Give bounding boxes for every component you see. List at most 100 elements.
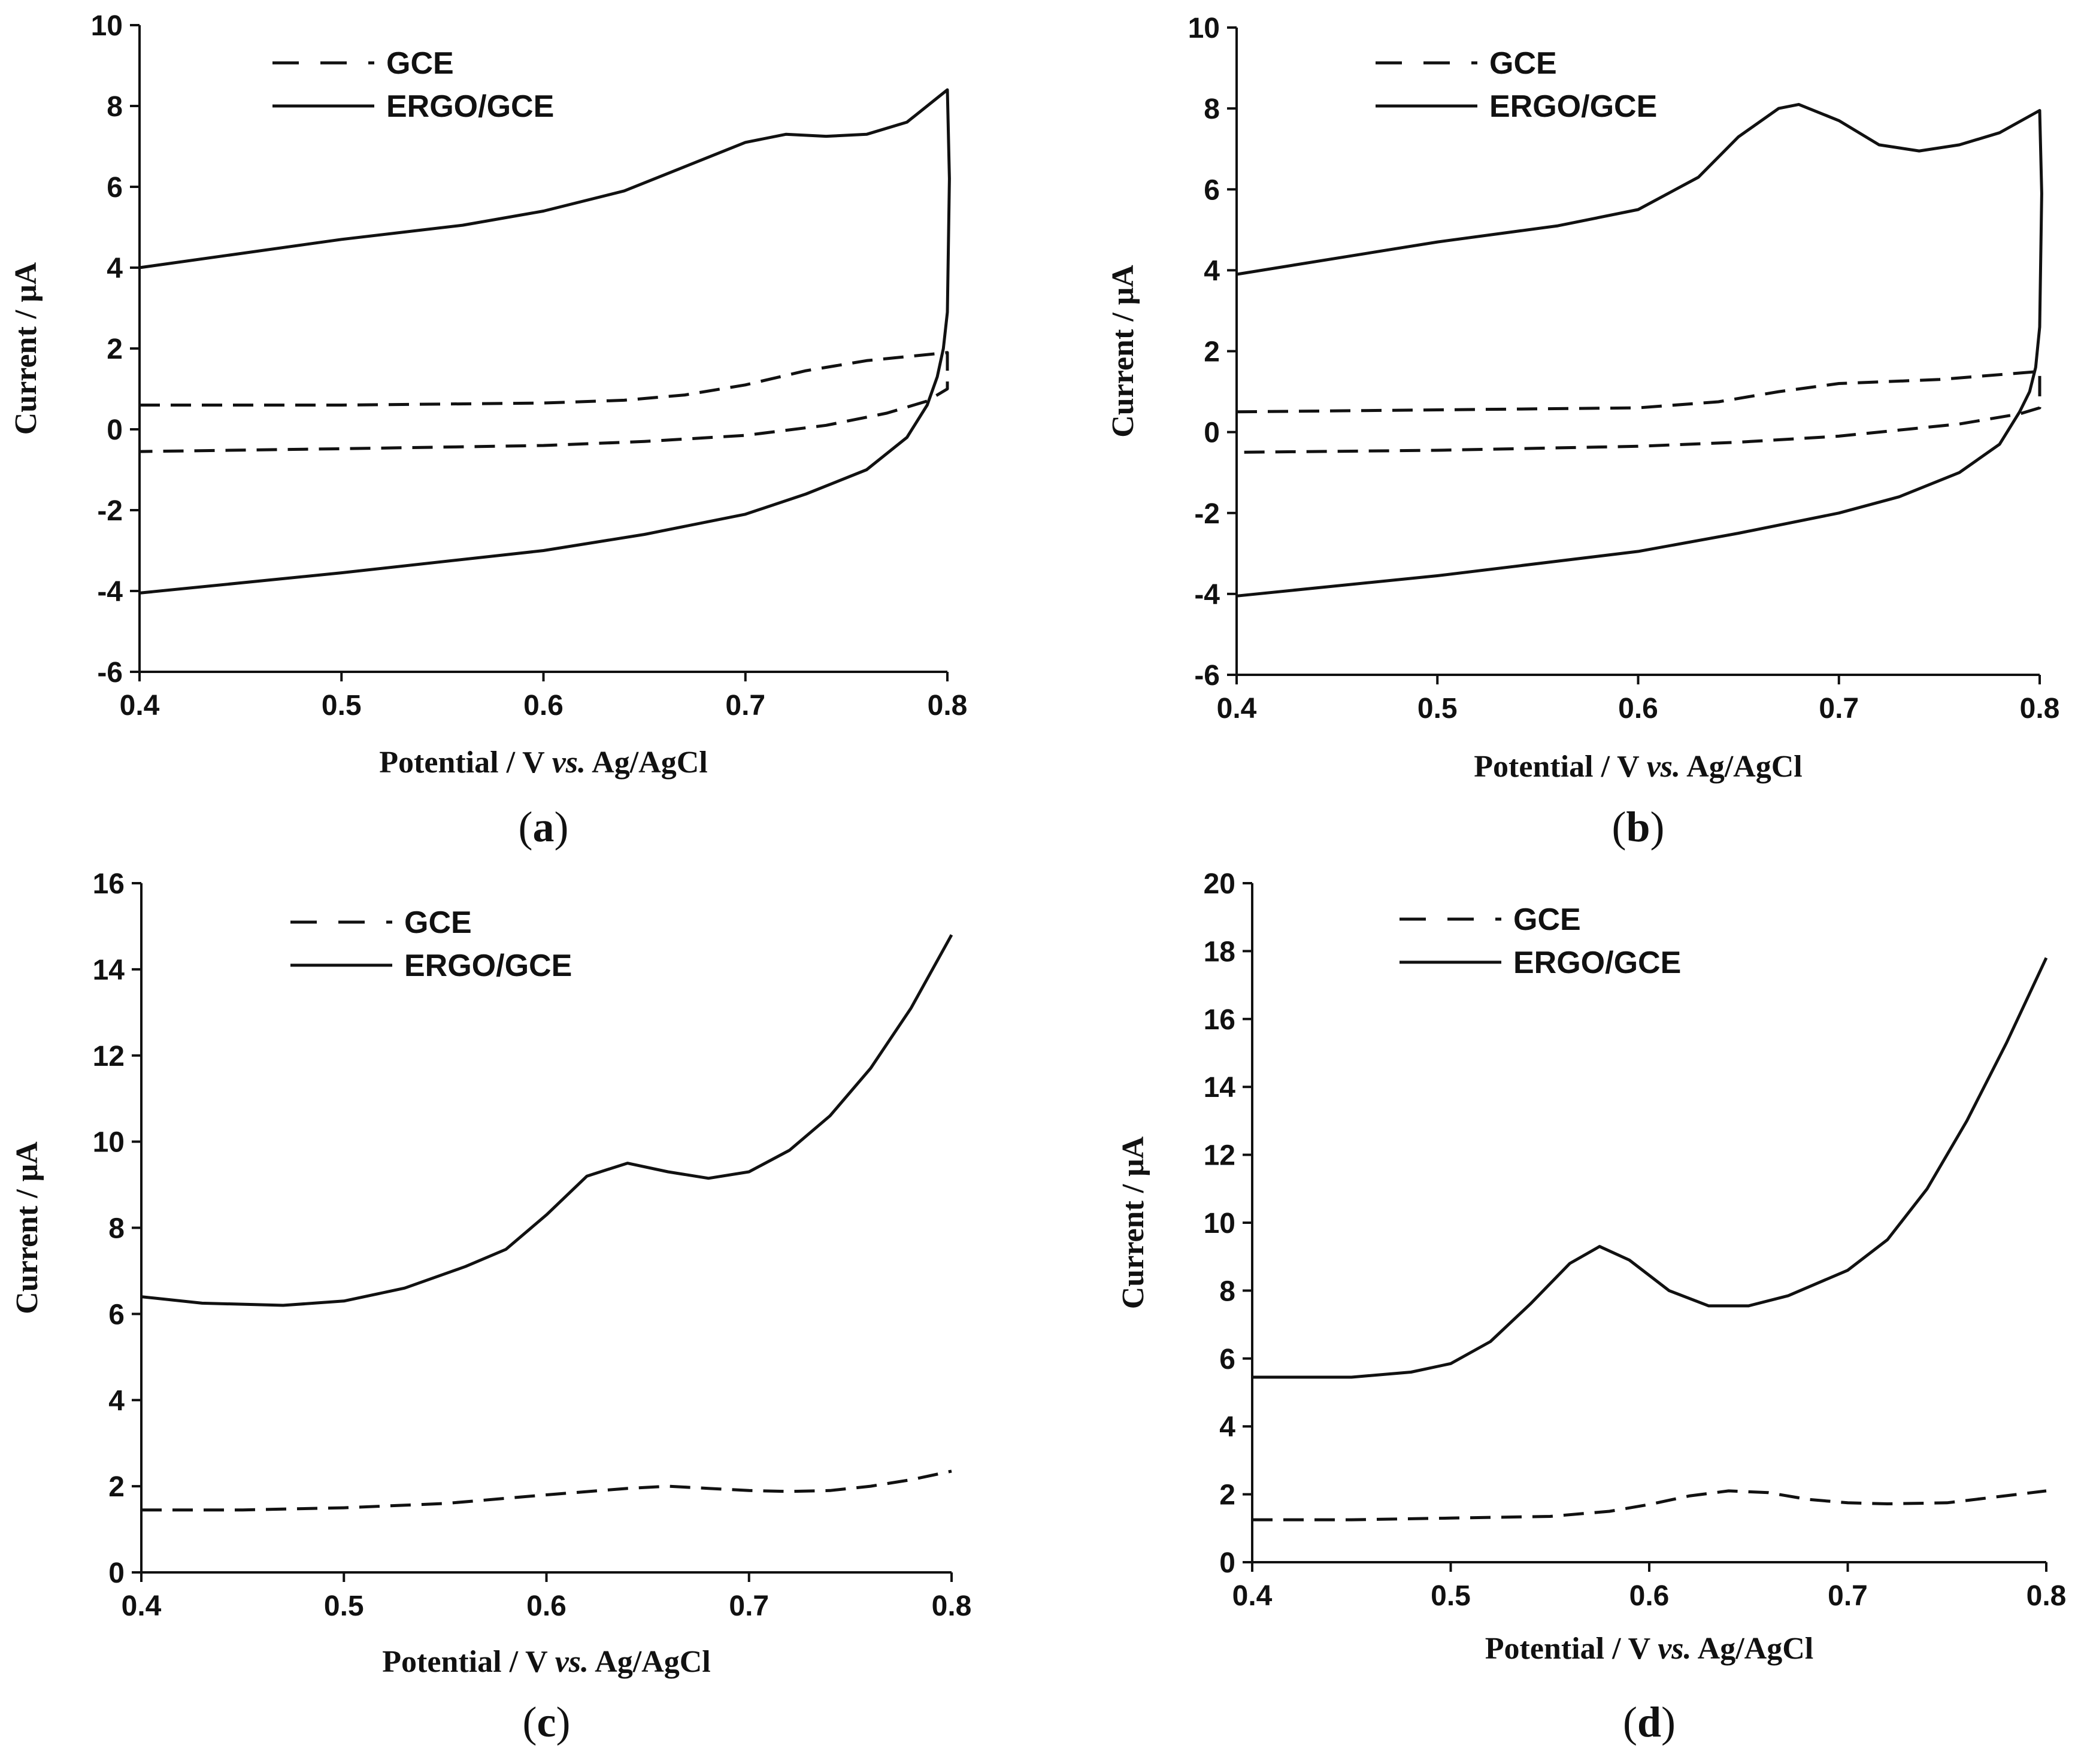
- x-tick-label: 0.8: [2027, 1580, 2067, 1612]
- x-axis-label-prefix: Potential / V: [1474, 750, 1646, 784]
- panel-label-open: (: [519, 803, 533, 851]
- series-line-gce: [139, 351, 949, 453]
- chart-b: 0.4 0.5 0.6 0.7 0.8 -6 -4 -2 0 2 4 6 8 10 GCE ERGO/GCE C…: [1106, 13, 2060, 851]
- y-tick-label: 0: [108, 1557, 125, 1589]
- x-axis-label-suffix: Ag/AgCl: [586, 745, 708, 780]
- y-tick-label: 20: [1204, 868, 1235, 900]
- y-tick-label: 4: [107, 253, 123, 284]
- y-tick-label: 10: [93, 1127, 125, 1159]
- y-tick-label: -4: [97, 576, 123, 608]
- y-tick-label: 6: [107, 172, 123, 204]
- y-tick-label: -6: [97, 657, 123, 689]
- panel-label-open: (: [1612, 803, 1626, 851]
- series-line-gce: [141, 1469, 952, 1512]
- x-tick-label: 0.8: [2020, 693, 2060, 725]
- x-tick-label: 0.8: [928, 690, 968, 722]
- legend-label: ERGO/GCE: [1513, 945, 1681, 980]
- x-tick-label: 0.5: [1417, 693, 1458, 725]
- x-axis-label-suffix: Ag/AgCl: [589, 1645, 711, 1679]
- panel-label-close: ): [1661, 1698, 1676, 1746]
- x-tick-label: 0.6: [1618, 693, 1658, 725]
- y-axis-label: Current / μA: [1106, 265, 1140, 438]
- x-axis-label-suffix: Ag/AgCl: [1680, 750, 1803, 784]
- y-tick-label: 10: [1188, 13, 1220, 44]
- y-tick-label: 10: [1204, 1208, 1235, 1239]
- x-axis-label: Potential / V vs. Ag/AgCl: [382, 1645, 710, 1679]
- y-tick-label: 8: [107, 91, 123, 123]
- x-tick-label: 0.8: [932, 1590, 972, 1622]
- legend-label: GCE: [386, 46, 454, 81]
- x-tick-label: 0.4: [120, 690, 160, 722]
- series-line-ergo-gce: [139, 88, 951, 595]
- y-tick-label: 8: [1204, 93, 1220, 125]
- series-line-ergo-gce: [1252, 957, 2048, 1379]
- panel-label-letter: c: [537, 1698, 556, 1746]
- legend-label: ERGO/GCE: [386, 89, 554, 124]
- x-axis-label-italic: vs.: [1658, 1632, 1691, 1666]
- y-tick-label: 0: [1204, 417, 1220, 449]
- x-tick-label: 0.6: [1629, 1580, 1670, 1612]
- panel-b: 0.4 0.5 0.6 0.7 0.8 -6 -4 -2 0 2 4 6 8 10 GCE ERGO/GCE C…: [1040, 0, 2081, 871]
- legend-label: ERGO/GCE: [404, 948, 572, 983]
- panel-label: (c): [523, 1698, 571, 1746]
- panel-a: 0.4 0.5 0.6 0.7 0.8 -6 -4 -2 0 2 4 6 8 10 GCE ERGO/GCE C…: [0, 0, 1040, 871]
- y-tick-label: 14: [93, 954, 125, 986]
- y-tick-label: 4: [1219, 1411, 1235, 1443]
- y-tick-label: 6: [108, 1299, 125, 1330]
- y-axis-label: Current / μA: [1116, 1136, 1150, 1309]
- x-tick-label: 0.5: [322, 690, 362, 722]
- x-tick-label: 0.7: [729, 1590, 769, 1622]
- panel-label-close: ): [1650, 803, 1665, 851]
- series-line-gce: [1236, 369, 2041, 454]
- panel-label-open: (: [523, 1698, 537, 1746]
- y-tick-label: 2: [108, 1471, 125, 1503]
- y-tick-label: 12: [93, 1041, 125, 1072]
- y-axis-label: Current / μA: [10, 1141, 44, 1314]
- legend-label: ERGO/GCE: [1489, 89, 1657, 124]
- panel-label-letter: a: [533, 803, 555, 851]
- x-axis-label: Potential / V vs. Ag/AgCl: [1474, 750, 1802, 784]
- y-axis-label: Current / μA: [9, 262, 43, 435]
- panel-label-letter: d: [1637, 1698, 1661, 1746]
- y-tick-label: 8: [108, 1213, 125, 1245]
- panel-label-close: ): [556, 1698, 570, 1746]
- panel-d: 0.4 0.5 0.6 0.7 0.8 0 2 4 6 8 10 12 14 16 18 20 GCE ERGO/…: [1040, 868, 2081, 1764]
- x-axis-label-prefix: Potential / V: [1485, 1632, 1658, 1666]
- panel-label-letter: b: [1626, 803, 1650, 851]
- panel-label-open: (: [1623, 1698, 1637, 1746]
- legend-label: GCE: [1513, 902, 1581, 937]
- legend-label: GCE: [404, 905, 472, 940]
- y-tick-label: 16: [93, 868, 125, 900]
- x-axis-label: Potential / V vs. Ag/AgCl: [379, 745, 707, 780]
- x-axis-label-italic: vs.: [555, 1645, 589, 1679]
- x-tick-label: 0.4: [1217, 693, 1257, 725]
- x-tick-label: 0.5: [1431, 1580, 1471, 1612]
- y-tick-label: 0: [107, 414, 123, 446]
- y-tick-label: 10: [91, 10, 123, 42]
- chart-a: 0.4 0.5 0.6 0.7 0.8 -6 -4 -2 0 2 4 6 8 10 GCE ERGO/GCE C…: [9, 10, 968, 851]
- y-tick-label: 6: [1219, 1344, 1235, 1375]
- panel-label: (b): [1612, 803, 1664, 851]
- panel-c: 0.4 0.5 0.6 0.7 0.8 0 2 4 6 8 10 12 14 16 GCE ERGO/GCE C…: [0, 868, 1040, 1764]
- y-tick-label: 16: [1204, 1004, 1235, 1036]
- y-tick-label: 4: [1204, 255, 1220, 287]
- x-tick-label: 0.7: [1819, 693, 1859, 725]
- x-axis-label-italic: vs.: [552, 745, 586, 780]
- y-tick-label: 14: [1204, 1072, 1236, 1104]
- x-axis-label-prefix: Potential / V: [382, 1645, 555, 1679]
- x-axis-label-italic: vs.: [1647, 750, 1680, 784]
- y-tick-label: 2: [1219, 1480, 1235, 1511]
- legend-label: GCE: [1489, 46, 1557, 81]
- y-tick-label: 6: [1204, 174, 1220, 206]
- chart-d: 0.4 0.5 0.6 0.7 0.8 0 2 4 6 8 10 12 14 16 18 20 GCE ERGO/…: [1116, 868, 2067, 1746]
- y-tick-label: 12: [1204, 1140, 1235, 1172]
- x-tick-label: 0.6: [523, 690, 564, 722]
- x-axis-label-prefix: Potential / V: [379, 745, 552, 780]
- x-tick-label: 0.4: [122, 1590, 162, 1622]
- x-axis-label: Potential / V vs. Ag/AgCl: [1485, 1632, 1813, 1666]
- series-line-gce: [1252, 1489, 2047, 1521]
- series-line-ergo-gce: [1236, 102, 2043, 598]
- y-tick-label: -2: [1194, 498, 1220, 530]
- x-tick-label: 0.5: [324, 1590, 364, 1622]
- y-tick-label: 4: [108, 1385, 125, 1417]
